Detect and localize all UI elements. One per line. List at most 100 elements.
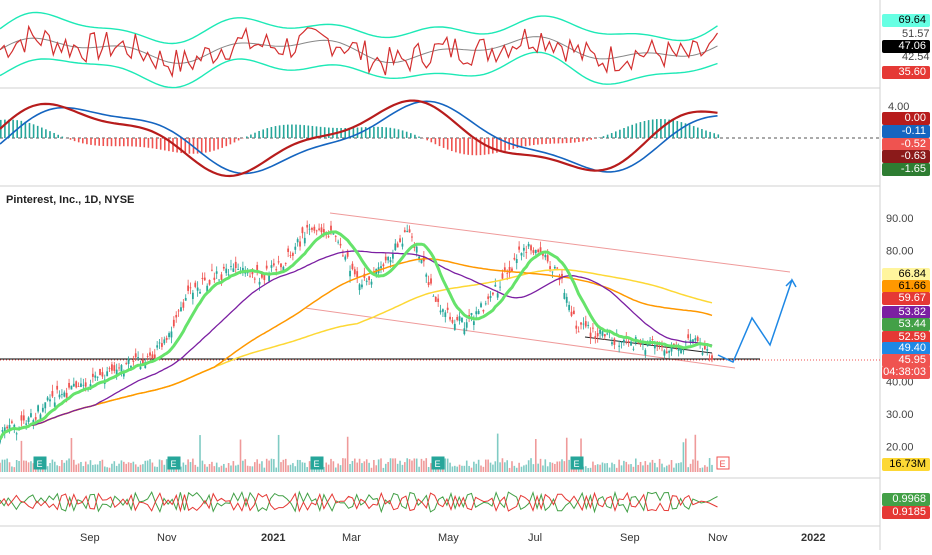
candle-body — [180, 307, 182, 311]
candle-body — [525, 252, 527, 253]
volume-bar — [621, 465, 623, 472]
volume-bar — [683, 442, 685, 472]
candle-body — [321, 227, 323, 232]
candle-body — [109, 368, 111, 369]
macd-hist-bar — [447, 138, 449, 150]
candle-body — [6, 427, 8, 429]
macd-hist-bar — [459, 138, 461, 153]
macd-hist-bar — [267, 128, 269, 138]
volume-bar — [49, 463, 51, 472]
macd-hist-bar — [521, 138, 523, 147]
volume-bar — [499, 462, 501, 472]
candle-body — [511, 269, 513, 272]
candle-body — [344, 257, 346, 260]
candle-body — [490, 296, 492, 298]
candle-body — [523, 248, 525, 251]
candle-body — [544, 255, 546, 257]
volume-bar — [385, 464, 387, 472]
volume-bar — [635, 459, 637, 472]
macd-hist-bar — [107, 138, 109, 146]
volume-bar — [690, 464, 692, 472]
volume-bar — [280, 462, 282, 472]
candle-body — [211, 270, 213, 271]
volume-bar — [273, 459, 275, 472]
candle-body — [604, 334, 606, 336]
volume-bar — [364, 461, 366, 472]
candle-body — [168, 333, 170, 337]
volume-bar — [647, 465, 649, 472]
volume-bar — [604, 463, 606, 472]
macd-hist-bar — [377, 127, 379, 138]
macd-hist-bar — [230, 138, 232, 144]
candle-body — [297, 239, 299, 242]
top-lower-band — [0, 52, 718, 87]
candle-body — [337, 242, 339, 243]
volume-bar — [97, 464, 99, 472]
volume-bar — [216, 463, 218, 472]
volume-bar — [654, 463, 656, 472]
candle-body — [628, 341, 630, 343]
candle-body — [292, 253, 294, 256]
candle-body — [56, 386, 58, 390]
candle-body — [566, 297, 568, 303]
macd-hist-bar — [693, 126, 695, 138]
candle-body — [430, 278, 432, 283]
candle-body — [202, 278, 204, 279]
volume-bar — [349, 464, 351, 472]
macd-hist-bar — [607, 135, 609, 138]
volume-bar — [85, 462, 87, 472]
macd-hist-bar — [209, 138, 211, 152]
candle-body — [44, 402, 46, 408]
macd-hist-bar — [234, 138, 236, 142]
candle-body — [197, 288, 199, 291]
candle-body — [254, 279, 256, 280]
volume-bar — [599, 465, 601, 472]
price-tick-1: 80.00 — [886, 246, 914, 258]
candle-body — [218, 279, 220, 280]
candle-body — [461, 318, 463, 322]
candle-body — [425, 274, 427, 276]
volume-bar — [121, 460, 123, 472]
volume-bar — [197, 467, 199, 472]
macd-hist-bar — [119, 138, 121, 146]
candle-body — [442, 309, 444, 312]
x-axis-label-3: Mar — [342, 532, 361, 544]
candle-body — [606, 334, 608, 335]
candle-body — [402, 244, 404, 247]
volume-bar — [116, 466, 118, 472]
volume-bar — [664, 467, 666, 472]
volume-bar — [237, 465, 239, 472]
volume-bar — [244, 459, 246, 472]
volume-bar — [511, 461, 513, 472]
volume-bar — [535, 439, 537, 472]
volume-bar — [111, 464, 113, 472]
volume-bar — [209, 464, 211, 472]
volume-bar — [614, 464, 616, 472]
macd-hist-bar — [131, 138, 133, 146]
candle-body — [487, 296, 489, 298]
volume-bar — [118, 464, 120, 472]
x-axis-label-5: Jul — [528, 532, 542, 544]
volume-bar — [342, 458, 344, 472]
ma-orange — [0, 259, 712, 440]
candle-body — [204, 278, 206, 281]
candle-body — [652, 339, 654, 340]
volume-bar — [306, 467, 308, 472]
macd-hist-bar — [139, 138, 141, 147]
candle-body — [287, 249, 289, 252]
macd-label-3: -0.63 — [882, 150, 930, 163]
macd-hist-bar — [238, 138, 240, 140]
candle-body — [213, 278, 215, 280]
macd-hist-bar — [681, 122, 683, 138]
candle-body — [161, 343, 163, 347]
volume-bar — [0, 463, 1, 472]
volume-bar — [456, 467, 458, 472]
macd-hist-bar — [287, 125, 289, 138]
corr-green-line — [0, 492, 718, 512]
volume-bar — [354, 459, 356, 472]
volume-bar — [302, 462, 304, 472]
macd-hist-bar — [385, 127, 387, 138]
volume-bar — [13, 467, 15, 472]
macd-hist-bar — [525, 138, 527, 146]
volume-bar — [414, 458, 416, 472]
